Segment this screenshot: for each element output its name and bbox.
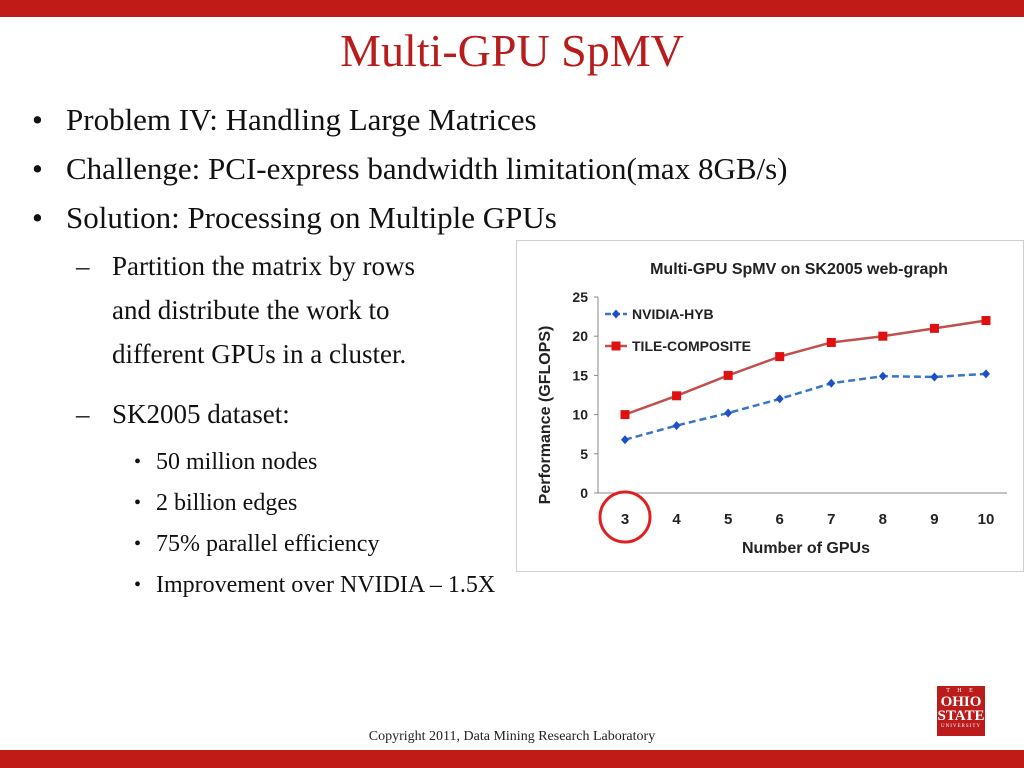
y-tick-labels: 0 5 10 15 20 25 — [572, 289, 598, 501]
x-tick-labels: 3 4 5 6 7 8 9 10 — [621, 511, 995, 528]
ohio-state-logo: T H E OHIO STATE UNIVERSITY — [937, 686, 985, 736]
data-point — [929, 323, 939, 333]
bullet-mark: • — [32, 200, 43, 235]
bullet-text: Challenge: PCI-express bandwidth limitat… — [66, 151, 788, 186]
data-point — [878, 331, 888, 341]
bullet-mark: • — [134, 451, 142, 473]
chart-title: Multi-GPU SpMV on SK2005 web-graph — [650, 261, 948, 278]
x-tick-label: 7 — [827, 511, 835, 528]
highlight-layer — [598, 490, 652, 544]
data-point — [672, 391, 682, 401]
dash-mark: – — [76, 251, 90, 281]
series-line — [624, 372, 987, 441]
logo-line: UNIVERSITY — [941, 724, 981, 729]
top-accent-bar — [0, 0, 1024, 17]
data-point — [724, 408, 733, 418]
data-point — [982, 369, 990, 379]
x-tick-label: 5 — [724, 511, 732, 528]
data-point — [826, 337, 836, 347]
y-axis-label: Performance (GFLOPS) — [537, 326, 554, 505]
data-point — [620, 410, 630, 420]
y-tick-label: 0 — [580, 485, 588, 501]
data-point — [672, 421, 681, 431]
x-axis-label: Number of GPUs — [742, 540, 870, 557]
x-tick-label: 9 — [930, 511, 938, 528]
sub-sub-bullet-text: 50 million nodes — [156, 449, 318, 475]
x-tick-label: 8 — [879, 511, 887, 528]
slide-title: Multi-GPU SpMV — [340, 25, 684, 76]
sub-sub-bullet-nodes: • 50 million nodes — [134, 447, 318, 477]
chart-svg: Multi-GPU SpMV on SK2005 web-graph Perfo… — [537, 261, 1007, 557]
sub-bullet-line: Partition the matrix by rows — [112, 251, 415, 281]
y-tick-label: 25 — [572, 289, 588, 305]
sub-bullet-dataset: – SK2005 dataset: — [76, 392, 290, 436]
data-point — [981, 316, 991, 326]
sub-bullet-line: and distribute the work to — [112, 295, 390, 325]
bullet-problem: • Problem IV: Handling Large Matrices — [32, 102, 537, 138]
legend: NVIDIA-HYB TILE-COMPOSITE — [605, 306, 751, 354]
y-tick-label: 10 — [572, 407, 588, 423]
bullet-challenge: • Challenge: PCI-express bandwidth limit… — [32, 151, 788, 187]
data-point — [723, 370, 733, 380]
sub-sub-bullet-text: 2 billion edges — [156, 490, 298, 516]
x-tick-label: 4 — [672, 511, 681, 528]
data-point — [878, 371, 887, 381]
y-tick-label: 15 — [572, 367, 588, 383]
performance-chart: Multi-GPU SpMV on SK2005 web-graph Perfo… — [516, 240, 1024, 572]
sub-sub-bullet-text: 75% parallel efficiency — [156, 531, 380, 557]
bullet-mark: • — [134, 574, 142, 596]
data-point — [621, 435, 629, 445]
bullet-mark: • — [134, 492, 142, 514]
logo-line: STATE — [937, 708, 985, 724]
y-tick-label: 5 — [580, 446, 588, 462]
data-point — [775, 352, 785, 362]
bullet-solution: • Solution: Processing on Multiple GPUs — [32, 200, 557, 236]
data-point — [930, 372, 939, 382]
copyright-footer: Copyright 2011, Data Mining Research Lab… — [368, 729, 656, 744]
sub-sub-bullet-edges: • 2 billion edges — [134, 488, 298, 518]
highlight-circle — [598, 490, 652, 544]
series-layer — [620, 316, 991, 445]
sub-sub-bullet-text: Improvement over NVIDIA – 1.5X — [156, 572, 496, 598]
legend-marker — [611, 341, 621, 351]
sub-sub-bullet-efficiency: • 75% parallel efficiency — [134, 529, 380, 559]
data-point — [775, 394, 784, 404]
bullet-mark: • — [134, 533, 142, 555]
sub-sub-bullet-improvement: • Improvement over NVIDIA – 1.5X — [134, 570, 496, 600]
dash-mark: – — [76, 399, 90, 429]
sub-bullet-partition: – Partition the matrix by rows and distr… — [76, 244, 415, 376]
bullet-text: Problem IV: Handling Large Matrices — [66, 102, 537, 137]
series-line — [624, 319, 987, 416]
legend-label: NVIDIA-HYB — [632, 306, 714, 322]
y-tick-label: 20 — [572, 328, 588, 344]
sub-bullet-line: different GPUs in a cluster. — [112, 339, 407, 369]
x-tick-label: 6 — [776, 511, 784, 528]
sub-bullet-line: SK2005 dataset: — [112, 399, 290, 429]
legend-marker — [612, 309, 620, 319]
bullet-mark: • — [32, 151, 43, 186]
legend-label: TILE-COMPOSITE — [632, 338, 751, 354]
bottom-accent-bar — [0, 750, 1024, 768]
bullet-mark: • — [32, 102, 43, 137]
logo-line: OHIO — [940, 694, 982, 710]
x-tick-label: 3 — [621, 511, 629, 528]
data-point — [827, 378, 836, 388]
logo-line: T H E — [946, 688, 976, 694]
x-tick-label: 10 — [978, 511, 995, 528]
bullet-text: Solution: Processing on Multiple GPUs — [66, 200, 557, 235]
